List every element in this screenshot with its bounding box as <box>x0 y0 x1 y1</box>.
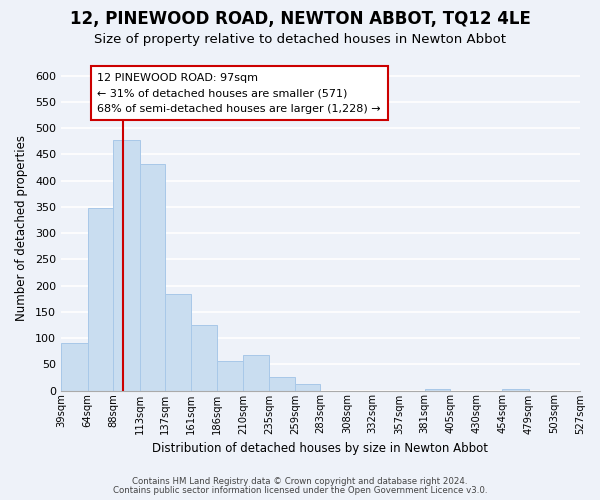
Text: 12 PINEWOOD ROAD: 97sqm
← 31% of detached houses are smaller (571)
68% of semi-d: 12 PINEWOOD ROAD: 97sqm ← 31% of detache… <box>97 73 381 114</box>
Bar <box>191 325 217 390</box>
Bar <box>88 208 113 390</box>
Y-axis label: Number of detached properties: Number of detached properties <box>15 135 28 321</box>
Bar <box>165 294 191 390</box>
Bar <box>217 360 243 390</box>
Text: Size of property relative to detached houses in Newton Abbot: Size of property relative to detached ho… <box>94 32 506 46</box>
Text: 12, PINEWOOD ROAD, NEWTON ABBOT, TQ12 4LE: 12, PINEWOOD ROAD, NEWTON ABBOT, TQ12 4L… <box>70 10 530 28</box>
Bar <box>61 344 88 390</box>
Bar <box>425 389 450 390</box>
Text: Contains public sector information licensed under the Open Government Licence v3: Contains public sector information licen… <box>113 486 487 495</box>
Bar <box>269 378 295 390</box>
Text: Contains HM Land Registry data © Crown copyright and database right 2024.: Contains HM Land Registry data © Crown c… <box>132 477 468 486</box>
Bar <box>140 164 165 390</box>
Bar <box>113 140 140 390</box>
Bar <box>502 389 529 390</box>
Bar <box>295 384 320 390</box>
Bar <box>243 356 269 390</box>
X-axis label: Distribution of detached houses by size in Newton Abbot: Distribution of detached houses by size … <box>152 442 488 455</box>
